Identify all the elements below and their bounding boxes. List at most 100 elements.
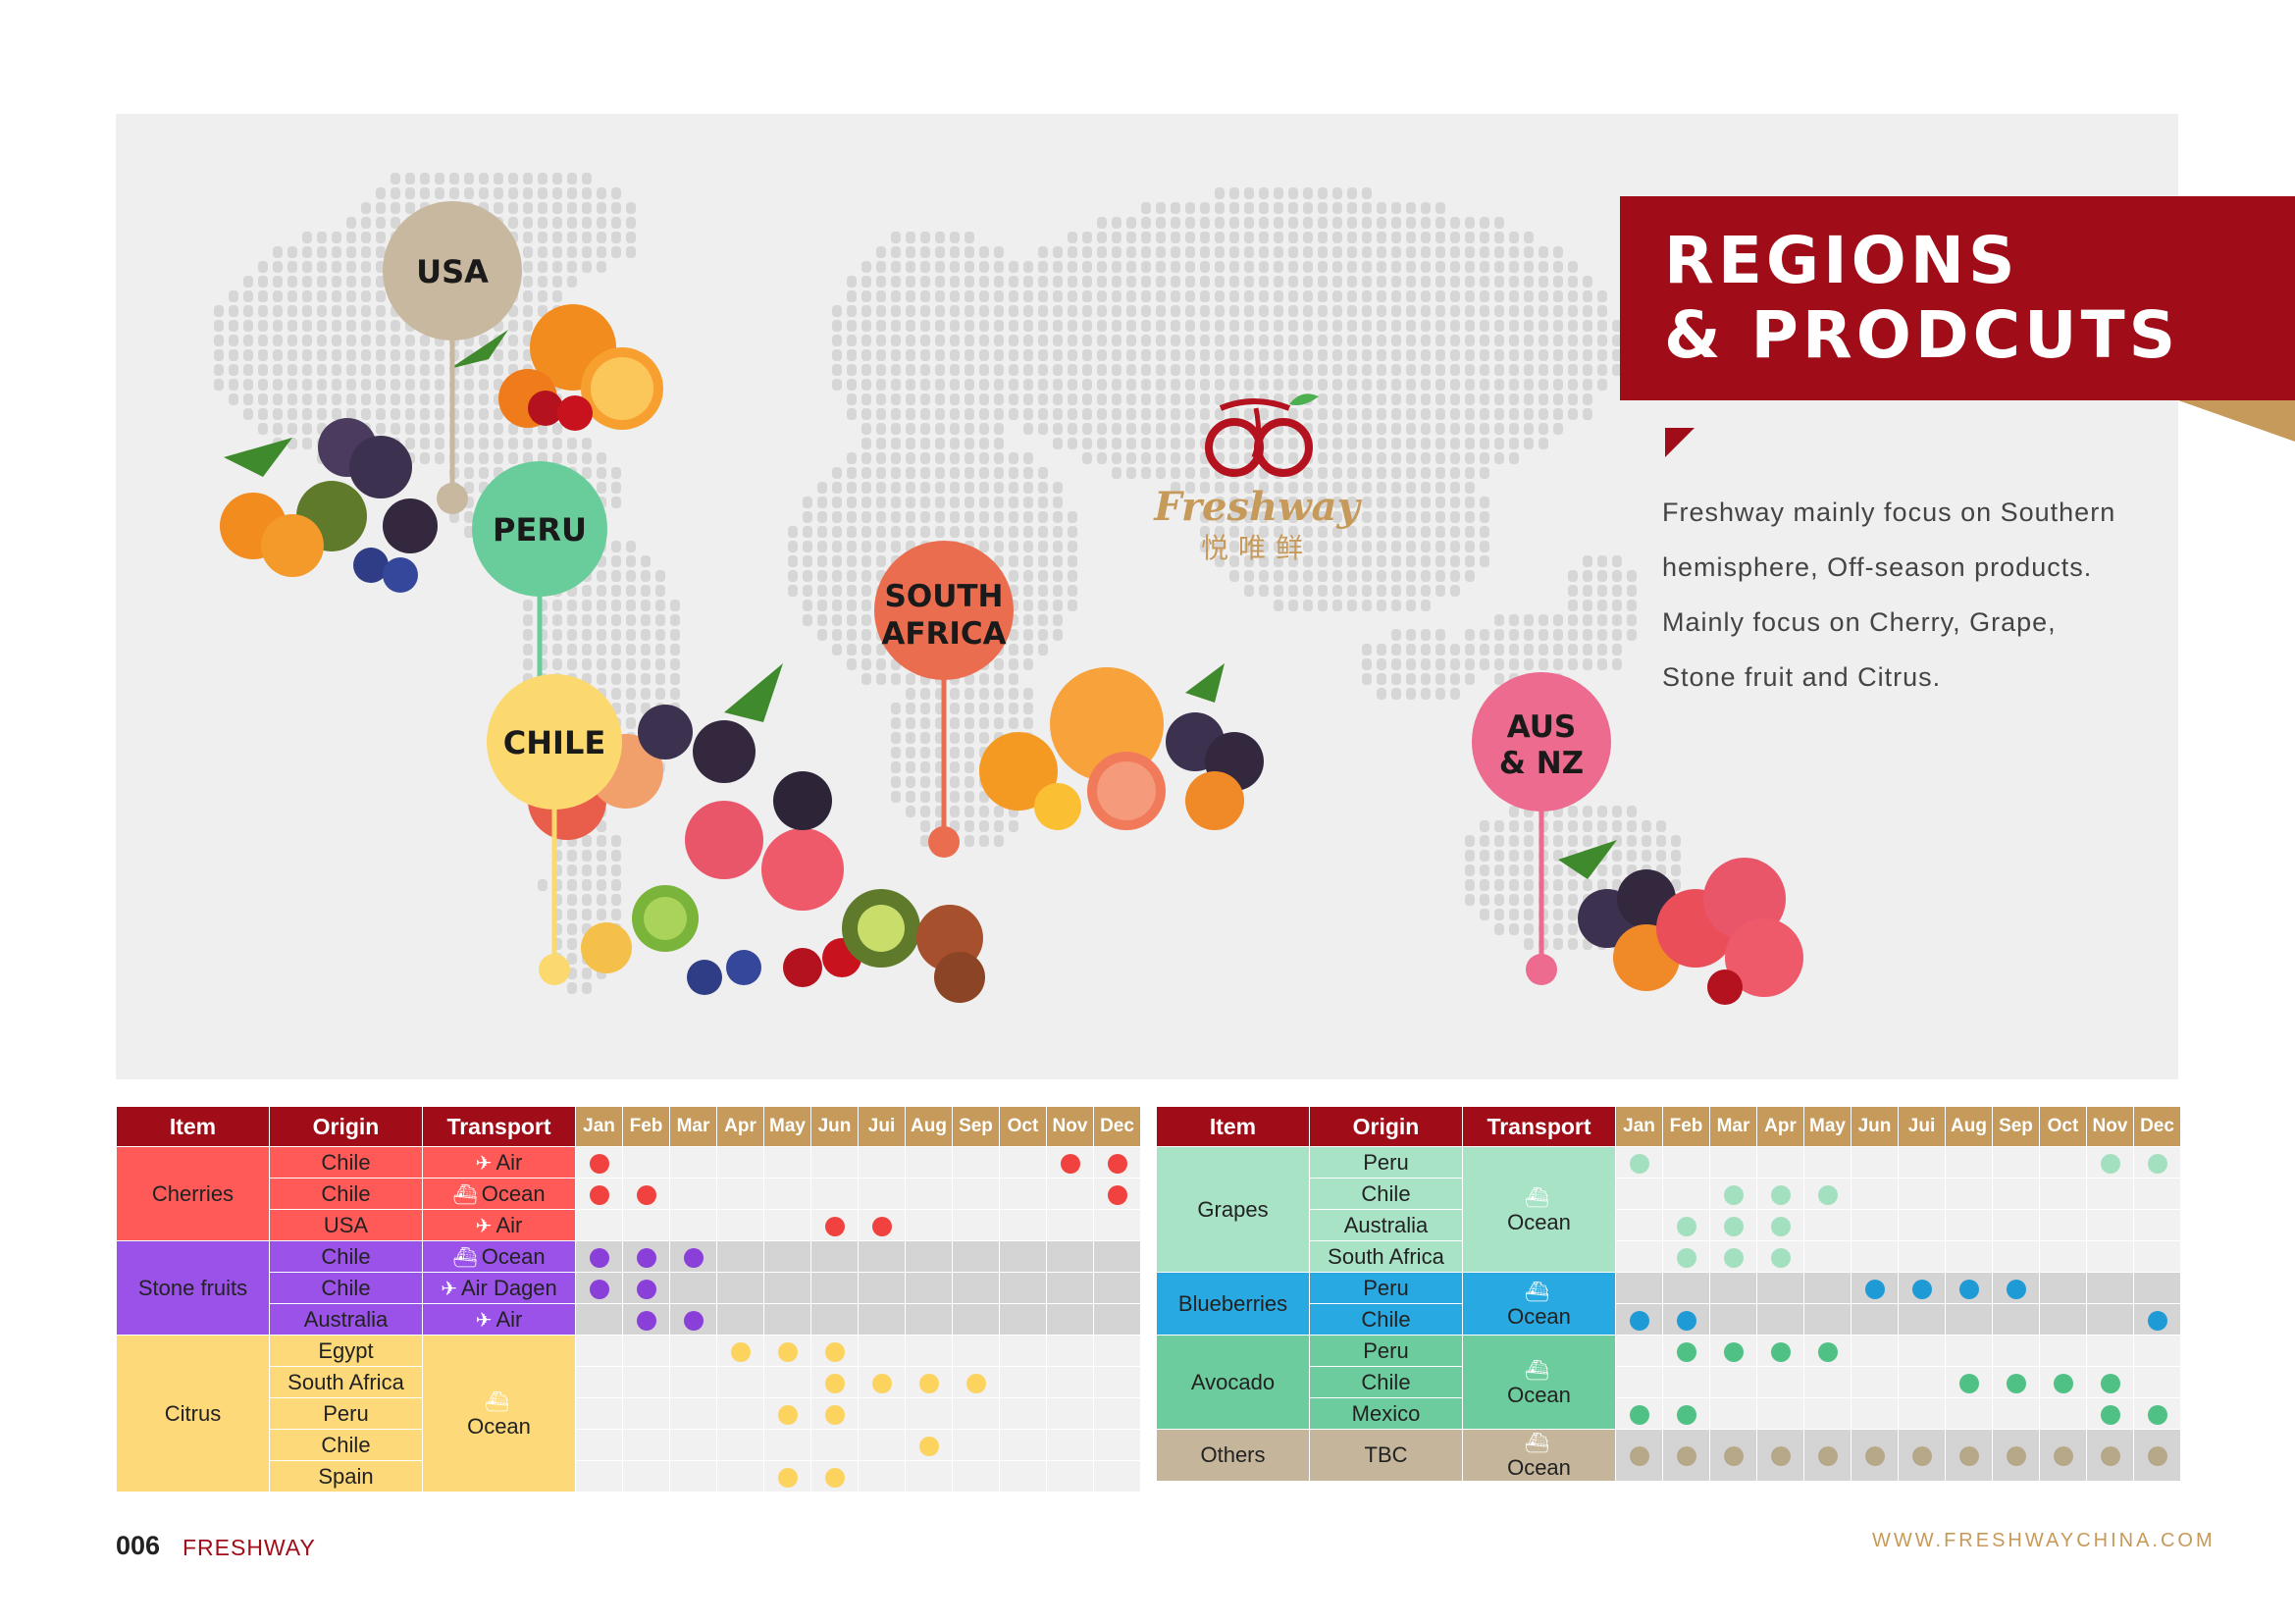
month-cell xyxy=(1756,1209,1804,1241)
month-cell xyxy=(622,1397,670,1430)
availability-dot xyxy=(965,1373,986,1393)
triangle-marker-icon xyxy=(1665,428,1695,457)
month-cell xyxy=(1992,1429,2040,1482)
transport-cell: ⛴ Ocean xyxy=(1462,1429,1616,1482)
month-cell xyxy=(810,1146,859,1179)
availability-dot xyxy=(1629,1446,1649,1467)
availability-dot xyxy=(1958,1373,1979,1393)
month-cell xyxy=(1093,1240,1141,1273)
month-cell xyxy=(810,1303,859,1336)
pin-aus-nz: AUS & NZ xyxy=(1472,672,1611,985)
table-row: Chile ✈ Air Dagen xyxy=(117,1272,1141,1304)
month-cell xyxy=(716,1209,764,1241)
availability-dot xyxy=(2100,1404,2120,1425)
pin-label-usa: USA xyxy=(416,253,489,290)
table-row: Chile xyxy=(117,1429,1141,1461)
month-cell xyxy=(858,1178,906,1210)
month-cell xyxy=(1992,1397,2040,1430)
month-cell xyxy=(2086,1209,2134,1241)
month-cell xyxy=(2086,1366,2134,1398)
footer-url[interactable]: WWW.FRESHWAYCHINA.COM xyxy=(1872,1530,2216,1551)
month-header: Oct xyxy=(999,1106,1047,1147)
month-cell xyxy=(1615,1146,1663,1179)
month-cell xyxy=(1662,1209,1710,1241)
airplane-icon: ✈ xyxy=(441,1278,457,1300)
month-cell xyxy=(1662,1335,1710,1367)
month-cell xyxy=(858,1460,906,1493)
month-cell xyxy=(575,1366,623,1398)
ship-icon: ⛴ xyxy=(484,1390,510,1413)
month-cell xyxy=(763,1146,811,1179)
ship-icon: ⛴ xyxy=(452,1246,478,1269)
month-header: Feb xyxy=(622,1106,670,1147)
table-row: Mexico xyxy=(1157,1397,2181,1430)
availability-dot xyxy=(1629,1310,1649,1331)
month-header: Sep xyxy=(1992,1106,2040,1147)
month-cell xyxy=(1803,1335,1852,1367)
month-header: Dec xyxy=(1093,1106,1141,1147)
availability-dot xyxy=(2147,1310,2167,1331)
month-cell xyxy=(999,1335,1047,1367)
month-cell xyxy=(1992,1209,2040,1241)
month-cell xyxy=(669,1178,717,1210)
month-cell xyxy=(858,1209,906,1241)
cherry-bicycle-icon xyxy=(1205,393,1319,477)
month-cell xyxy=(622,1366,670,1398)
schedule-table-left: Item Origin Transport Jan Feb Mar Apr May Jun Jui… xyxy=(116,1106,1141,1493)
availability-dot xyxy=(1107,1153,1127,1174)
month-cell xyxy=(1615,1366,1663,1398)
month-cell xyxy=(669,1303,717,1336)
month-cell xyxy=(2039,1240,2087,1273)
month-cell xyxy=(763,1429,811,1461)
month-cell xyxy=(2133,1429,2181,1482)
month-cell xyxy=(669,1366,717,1398)
table-row: Others TBC ⛴ Ocean xyxy=(1156,1429,2181,1482)
table-row: Chile xyxy=(1157,1178,2181,1210)
origin-cell: USA xyxy=(269,1209,423,1241)
month-cell xyxy=(1992,1335,2040,1367)
table-row: Grapes Peru ⛴ Ocean xyxy=(1156,1146,2181,1273)
airplane-icon: ✈ xyxy=(475,1152,493,1175)
month-cell xyxy=(1662,1178,1710,1210)
availability-dot xyxy=(1911,1279,1932,1299)
origin-cell: Chile xyxy=(269,1272,423,1304)
header-row: Item Origin Transport Jan Feb Mar Apr May Jun Jui… xyxy=(116,1106,1141,1147)
month-cell xyxy=(1046,1272,1094,1304)
month-cell xyxy=(1615,1429,1663,1482)
month-cell xyxy=(1945,1303,1993,1336)
month-cell xyxy=(2133,1209,2181,1241)
month-cell xyxy=(669,1397,717,1430)
month-cell xyxy=(1662,1429,1710,1482)
month-cell xyxy=(622,1460,670,1493)
month-cell xyxy=(1756,1335,1804,1367)
availability-dot xyxy=(2100,1446,2120,1467)
month-cell xyxy=(810,1209,859,1241)
table-row: Australia ✈ Air xyxy=(117,1303,1141,1336)
month-cell xyxy=(858,1335,906,1367)
description: Freshway mainly focus on Southern hemisp… xyxy=(1662,485,2172,705)
month-cell xyxy=(905,1429,953,1461)
month-cell xyxy=(575,1178,623,1210)
availability-dot xyxy=(1107,1184,1127,1205)
month-cell xyxy=(2133,1240,2181,1273)
month-cell xyxy=(858,1272,906,1304)
month-cell xyxy=(1945,1429,1993,1482)
month-cell xyxy=(1992,1366,2040,1398)
month-cell xyxy=(905,1460,953,1493)
ship-icon: ⛴ xyxy=(1524,1433,1550,1454)
month-cell xyxy=(1851,1429,1899,1482)
month-cell xyxy=(1851,1335,1899,1367)
airplane-icon: ✈ xyxy=(475,1309,493,1332)
month-cell xyxy=(1803,1366,1852,1398)
month-cell xyxy=(1046,1240,1094,1273)
description-line: Freshway mainly focus on Southern xyxy=(1662,498,2116,527)
pin-label-south-africa-2: AFRICA xyxy=(881,616,1006,652)
month-cell xyxy=(1046,1429,1094,1461)
month-cell xyxy=(999,1397,1047,1430)
month-cell xyxy=(622,1303,670,1336)
month-cell xyxy=(1615,1303,1663,1336)
month-header: Jui xyxy=(1898,1106,1946,1147)
origin-cell: Chile xyxy=(269,1178,423,1210)
month-cell xyxy=(1093,1397,1141,1430)
month-cell xyxy=(1615,1272,1663,1304)
